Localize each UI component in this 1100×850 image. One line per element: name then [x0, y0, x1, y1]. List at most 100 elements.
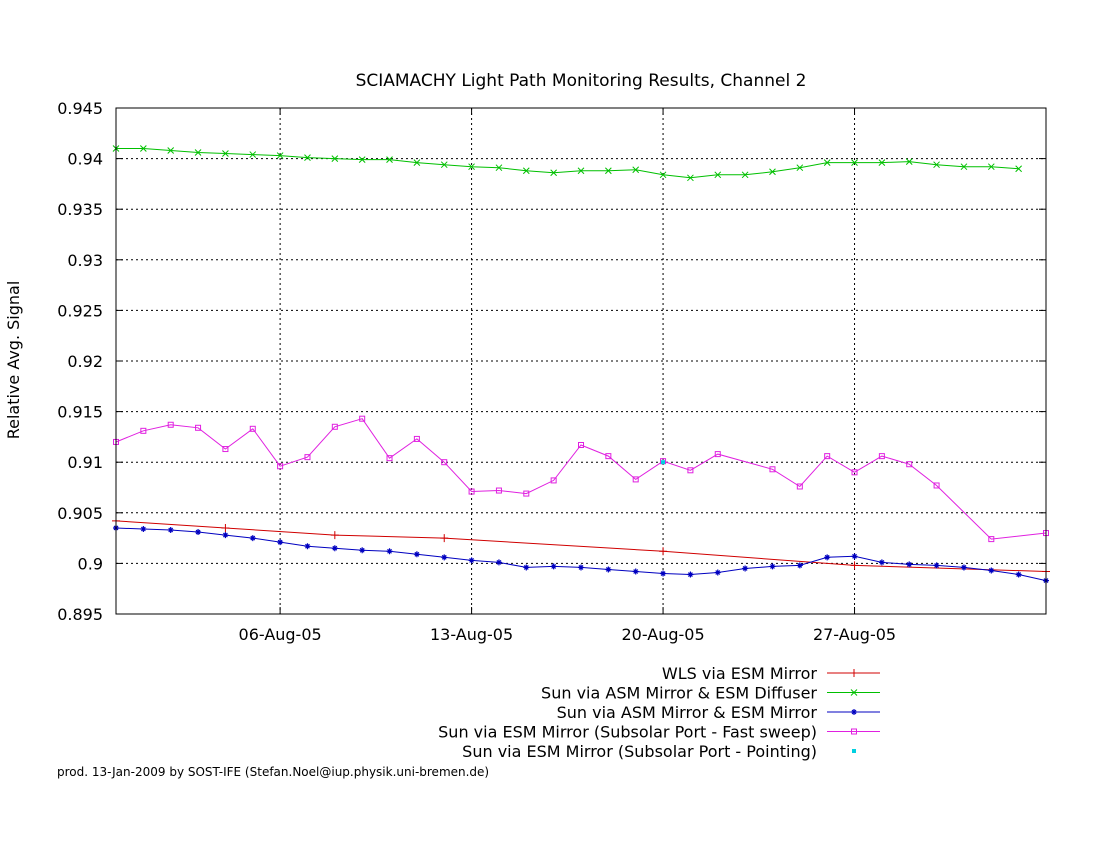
- data-point: [796, 164, 804, 172]
- data-point: [495, 164, 503, 172]
- data-point: [249, 151, 257, 158]
- data-point: [468, 163, 475, 171]
- data-point: [714, 171, 722, 179]
- data-point: [632, 476, 639, 483]
- y-tick-label: 0.905: [57, 504, 103, 523]
- data-point: [249, 425, 256, 432]
- y-tick-label: 0.92: [67, 352, 103, 371]
- data-point: [359, 547, 366, 554]
- legend-entry: Sun via ASM Mirror & ESM Mirror: [557, 703, 880, 722]
- data-point: [440, 534, 449, 543]
- legend-label: Sun via ESM Mirror (Subsolar Port - Fast…: [438, 723, 817, 742]
- data-point: [140, 525, 147, 532]
- series-line: [116, 148, 1019, 179]
- data-point: [878, 159, 886, 167]
- data-point: [195, 424, 202, 431]
- data-point: [906, 461, 913, 468]
- x-tick-label: 20-Aug-05: [621, 625, 704, 644]
- data-point: [386, 455, 393, 462]
- series-line: [115, 418, 1047, 540]
- data-point: [769, 168, 776, 176]
- data-point: [824, 453, 831, 460]
- data-point: [714, 451, 721, 458]
- grid: [116, 108, 1046, 614]
- data-point: [687, 467, 694, 474]
- data-point: [988, 567, 995, 574]
- data-point: [221, 523, 230, 532]
- data-point: [358, 156, 366, 163]
- data-point: [194, 149, 202, 156]
- data-point: [331, 545, 338, 552]
- data-point: [386, 156, 393, 163]
- y-tick-label: 0.915: [57, 403, 103, 422]
- data-point: [359, 415, 366, 422]
- data-point: [933, 482, 940, 489]
- data-point: [468, 488, 475, 495]
- data-point: [987, 163, 995, 171]
- legend-marker: [851, 709, 857, 715]
- legend-marker: [851, 728, 857, 735]
- data-point: [550, 169, 558, 177]
- data-point: [687, 571, 694, 578]
- y-tick-label: 0.925: [57, 301, 103, 320]
- data-point: [796, 483, 803, 490]
- data-point: [523, 490, 530, 497]
- data-point: [550, 477, 557, 484]
- data-point: [577, 167, 585, 175]
- data-point: [495, 559, 502, 566]
- data-point: [960, 163, 968, 171]
- data-point: [222, 446, 229, 453]
- data-point: [495, 487, 502, 494]
- y-tick-label: 0.9: [78, 554, 103, 573]
- data-point: [304, 543, 311, 550]
- data-point: [195, 529, 202, 536]
- series-3: [113, 524, 1049, 584]
- legend-entry: Sun via ESM Mirror (Subsolar Port - Poin…: [462, 742, 856, 761]
- data-point: [386, 548, 393, 555]
- y-tick-label: 0.93: [67, 251, 103, 270]
- data-point: [277, 539, 284, 546]
- y-axis: 0.895 0.9 0.905 0.91 0.915 0.92 0.925 0.93 0.935…: [57, 99, 1046, 624]
- plot-area: [112, 145, 1050, 584]
- data-point: [906, 561, 913, 568]
- x-tick-label: 27-Aug-05: [813, 625, 896, 644]
- data-point: [277, 463, 284, 470]
- data-point: [988, 536, 995, 543]
- y-tick-label: 0.935: [57, 200, 103, 219]
- data-point: [933, 161, 940, 169]
- data-point: [440, 161, 448, 169]
- data-point: [769, 563, 776, 570]
- series-2: [112, 145, 1023, 182]
- data-point: [661, 460, 666, 465]
- data-point: [714, 569, 721, 576]
- data-point: [660, 570, 667, 577]
- data-point: [824, 554, 831, 561]
- data-point: [632, 166, 640, 174]
- data-point: [605, 453, 612, 460]
- data-point: [851, 469, 858, 476]
- data-point: [167, 147, 175, 154]
- data-point: [823, 159, 831, 167]
- data-point: [522, 167, 530, 175]
- data-point: [304, 454, 311, 461]
- legend-marker: [850, 689, 858, 696]
- legend-marker: [850, 669, 858, 677]
- data-point: [578, 441, 584, 448]
- data-point: [960, 564, 967, 571]
- y-tick-label: 0.91: [67, 453, 103, 472]
- legend-entry: Sun via ASM Mirror & ESM Diffuser: [541, 684, 880, 703]
- data-point: [659, 547, 668, 556]
- chart-title: SCIAMACHY Light Path Monitoring Results,…: [356, 71, 807, 91]
- data-point: [687, 174, 694, 182]
- data-point: [1015, 165, 1023, 173]
- data-point: [413, 159, 421, 167]
- data-point: [933, 562, 940, 569]
- data-point: [796, 562, 803, 569]
- legend-label: Sun via ASM Mirror & ESM Diffuser: [541, 684, 817, 703]
- data-point: [741, 171, 749, 179]
- data-point: [659, 171, 667, 179]
- legend-label: Sun via ESM Mirror (Subsolar Port - Poin…: [462, 742, 817, 761]
- data-point: [468, 557, 475, 564]
- series-5: [661, 460, 666, 465]
